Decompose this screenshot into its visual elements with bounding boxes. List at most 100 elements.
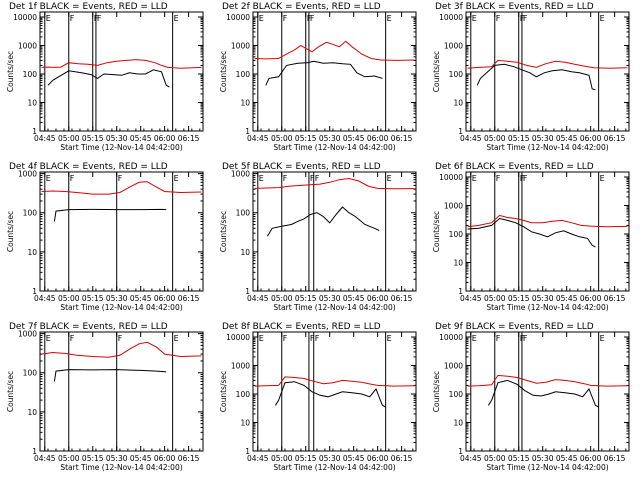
x-tick-label: 05:15 (82, 454, 104, 463)
x-tick-label: 05:00 (58, 454, 80, 463)
x-tick-label: 05:15 (295, 454, 317, 463)
x-tick-label: 04:45 (247, 294, 269, 303)
x-tick-label: 05:45 (556, 134, 578, 143)
panel-2: Det 2f BLACK = Events, RED = LLDEFFFE110… (219, 2, 417, 152)
x-tick-label: 06:00 (154, 454, 176, 463)
y-axis-label: Counts/sec (6, 371, 15, 412)
lld-series-line (467, 214, 628, 228)
x-tick-label: 06:00 (580, 134, 602, 143)
y-axis-label: Counts/sec (219, 211, 228, 252)
panel-title: Det 7f BLACK = Events, RED = LLD (9, 322, 168, 332)
x-axis-label: Start Time (12-Nov-14 04:42:00) (486, 463, 608, 472)
y-tick-label: 10 (27, 248, 37, 257)
events-series-line (467, 217, 596, 248)
y-axis-label: Counts/sec (432, 51, 441, 92)
y-tick-label: 10 (240, 248, 250, 257)
x-tick-label: 05:15 (82, 134, 104, 143)
y-tick-label: 1000 (231, 42, 250, 51)
event-marker-label: F (283, 334, 288, 343)
events-series-line (47, 69, 170, 88)
x-axis-label: Start Time (12-Nov-14 04:42:00) (486, 143, 608, 152)
x-tick-label: 05:15 (508, 294, 530, 303)
panel-title: Det 2f BLACK = Events, RED = LLD (222, 2, 381, 12)
y-axis-label: Counts/sec (219, 51, 228, 92)
event-marker-label: F (310, 334, 315, 343)
event-marker-label: E (600, 334, 605, 343)
event-marker-label: E (174, 334, 179, 343)
event-marker-label: F (523, 14, 528, 23)
event-marker-label: F (283, 14, 288, 23)
event-marker-label: E (46, 334, 51, 343)
event-marker-label: E (472, 174, 477, 183)
x-axis-label: Start Time (12-Nov-14 04:42:00) (60, 143, 182, 152)
plot-frame (252, 171, 417, 292)
y-tick-label: 100 (23, 209, 38, 218)
x-tick-label: 04:45 (34, 294, 56, 303)
x-tick-label: 06:15 (178, 134, 200, 143)
event-marker-label: F (523, 174, 528, 183)
panel-title: Det 6f BLACK = Events, RED = LLD (435, 162, 594, 172)
y-axis-label: Counts/sec (432, 371, 441, 412)
x-tick-label: 06:00 (154, 294, 176, 303)
y-tick-label: 10000 (439, 13, 463, 22)
panel-6: Det 6f BLACK = Events, RED = LLDEFFFE110… (432, 162, 630, 312)
y-tick-label: 1000 (18, 42, 37, 51)
x-tick-label: 06:00 (367, 134, 389, 143)
plot-frame (252, 331, 417, 452)
y-tick-label: 1 (32, 127, 37, 136)
event-marker-label: F (315, 334, 320, 343)
y-tick-label: 100 (236, 209, 251, 218)
x-tick-label: 05:15 (295, 134, 317, 143)
event-marker-label: F (118, 174, 123, 183)
x-tick-label: 04:45 (247, 134, 269, 143)
event-marker-label: E (259, 174, 264, 183)
y-tick-label: 1000 (444, 362, 463, 371)
panel-title: Det 9f BLACK = Events, RED = LLD (435, 322, 594, 332)
x-tick-label: 05:45 (556, 294, 578, 303)
lld-series-line (467, 59, 628, 69)
y-tick-label: 100 (449, 70, 464, 79)
x-tick-label: 06:15 (391, 134, 413, 143)
y-tick-label: 100 (236, 390, 251, 399)
x-axis-label: Start Time (12-Nov-14 04:42:00) (273, 143, 395, 152)
panel-title: Det 8f BLACK = Events, RED = LLD (222, 322, 381, 332)
event-marker-label: F (70, 174, 75, 183)
y-tick-label: 100 (23, 70, 38, 79)
x-tick-label: 05:00 (271, 454, 293, 463)
event-marker-label: E (600, 174, 605, 183)
y-tick-label: 100 (23, 369, 38, 378)
y-tick-label: 100 (449, 390, 464, 399)
event-marker-label: F (496, 14, 501, 23)
plot-frame (39, 171, 204, 292)
y-tick-label: 10 (27, 408, 37, 417)
x-axis-label: Start Time (12-Nov-14 04:42:00) (60, 463, 182, 472)
x-tick-label: 05:45 (130, 294, 152, 303)
y-tick-label: 1 (32, 287, 37, 296)
plot-frame (465, 11, 630, 132)
x-tick-label: 05:00 (484, 454, 506, 463)
y-axis-label: Counts/sec (6, 211, 15, 252)
x-tick-label: 05:15 (82, 294, 104, 303)
y-axis-label: Counts/sec (219, 371, 228, 412)
event-marker-label: E (46, 174, 51, 183)
y-tick-label: 1000 (18, 170, 37, 179)
panel-title: Det 3f BLACK = Events, RED = LLD (435, 2, 594, 12)
event-marker-label: F (97, 14, 102, 23)
x-tick-label: 06:15 (604, 454, 626, 463)
plot-frame (465, 331, 630, 452)
y-tick-label: 1 (458, 127, 463, 136)
events-series-line (265, 60, 383, 86)
lld-series-line (41, 59, 202, 69)
x-axis-label: Start Time (12-Nov-14 04:42:00) (273, 303, 395, 312)
x-tick-label: 06:15 (391, 294, 413, 303)
y-axis-label: Counts/sec (6, 51, 15, 92)
x-tick-label: 04:45 (460, 454, 482, 463)
lld-series-line (41, 341, 202, 358)
y-tick-label: 1000 (444, 42, 463, 51)
x-tick-label: 05:30 (319, 134, 341, 143)
x-tick-label: 05:00 (58, 134, 80, 143)
event-marker-label: F (310, 14, 315, 23)
x-tick-label: 05:45 (130, 454, 152, 463)
x-tick-label: 04:45 (460, 294, 482, 303)
